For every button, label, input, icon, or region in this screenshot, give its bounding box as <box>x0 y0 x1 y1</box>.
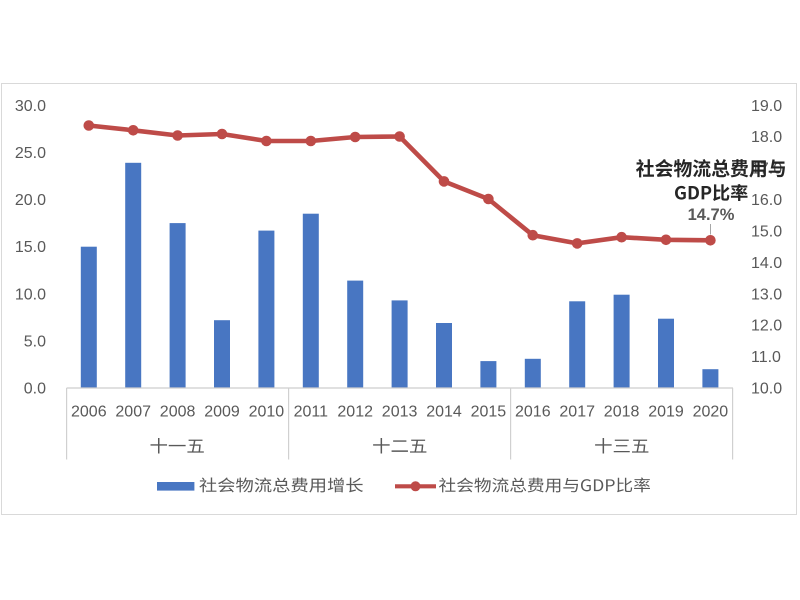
svg-text:2015: 2015 <box>471 403 507 420</box>
svg-text:2017: 2017 <box>559 403 595 420</box>
svg-text:0.0: 0.0 <box>24 381 46 398</box>
svg-text:2020: 2020 <box>693 403 729 420</box>
svg-text:2012: 2012 <box>337 403 373 420</box>
svg-text:2016: 2016 <box>515 403 551 420</box>
svg-text:10.0: 10.0 <box>15 286 46 303</box>
svg-text:2009: 2009 <box>204 403 240 420</box>
svg-text:18.0: 18.0 <box>751 129 782 146</box>
svg-text:10.0: 10.0 <box>751 381 782 398</box>
svg-text:14.7%: 14.7% <box>688 206 735 224</box>
svg-text:2018: 2018 <box>604 403 640 420</box>
svg-text:2006: 2006 <box>71 403 107 420</box>
svg-text:2014: 2014 <box>426 403 462 420</box>
svg-text:2013: 2013 <box>382 403 418 420</box>
svg-text:25.0: 25.0 <box>15 145 46 162</box>
svg-text:15.0: 15.0 <box>15 239 46 256</box>
svg-text:12.0: 12.0 <box>751 318 782 335</box>
svg-text:30.0: 30.0 <box>15 98 46 115</box>
svg-text:13.0: 13.0 <box>751 286 782 303</box>
svg-text:2010: 2010 <box>249 403 285 420</box>
svg-text:16.0: 16.0 <box>751 192 782 209</box>
svg-text:2007: 2007 <box>115 403 151 420</box>
svg-text:2011: 2011 <box>294 403 329 420</box>
svg-text:2019: 2019 <box>648 403 684 420</box>
svg-text:20.0: 20.0 <box>15 192 46 209</box>
svg-text:11.0: 11.0 <box>751 349 781 366</box>
svg-text:14.0: 14.0 <box>751 255 782 272</box>
svg-text:5.0: 5.0 <box>24 333 46 350</box>
svg-text:15.0: 15.0 <box>751 223 782 240</box>
svg-text:19.0: 19.0 <box>751 98 782 115</box>
svg-text:2008: 2008 <box>160 403 196 420</box>
